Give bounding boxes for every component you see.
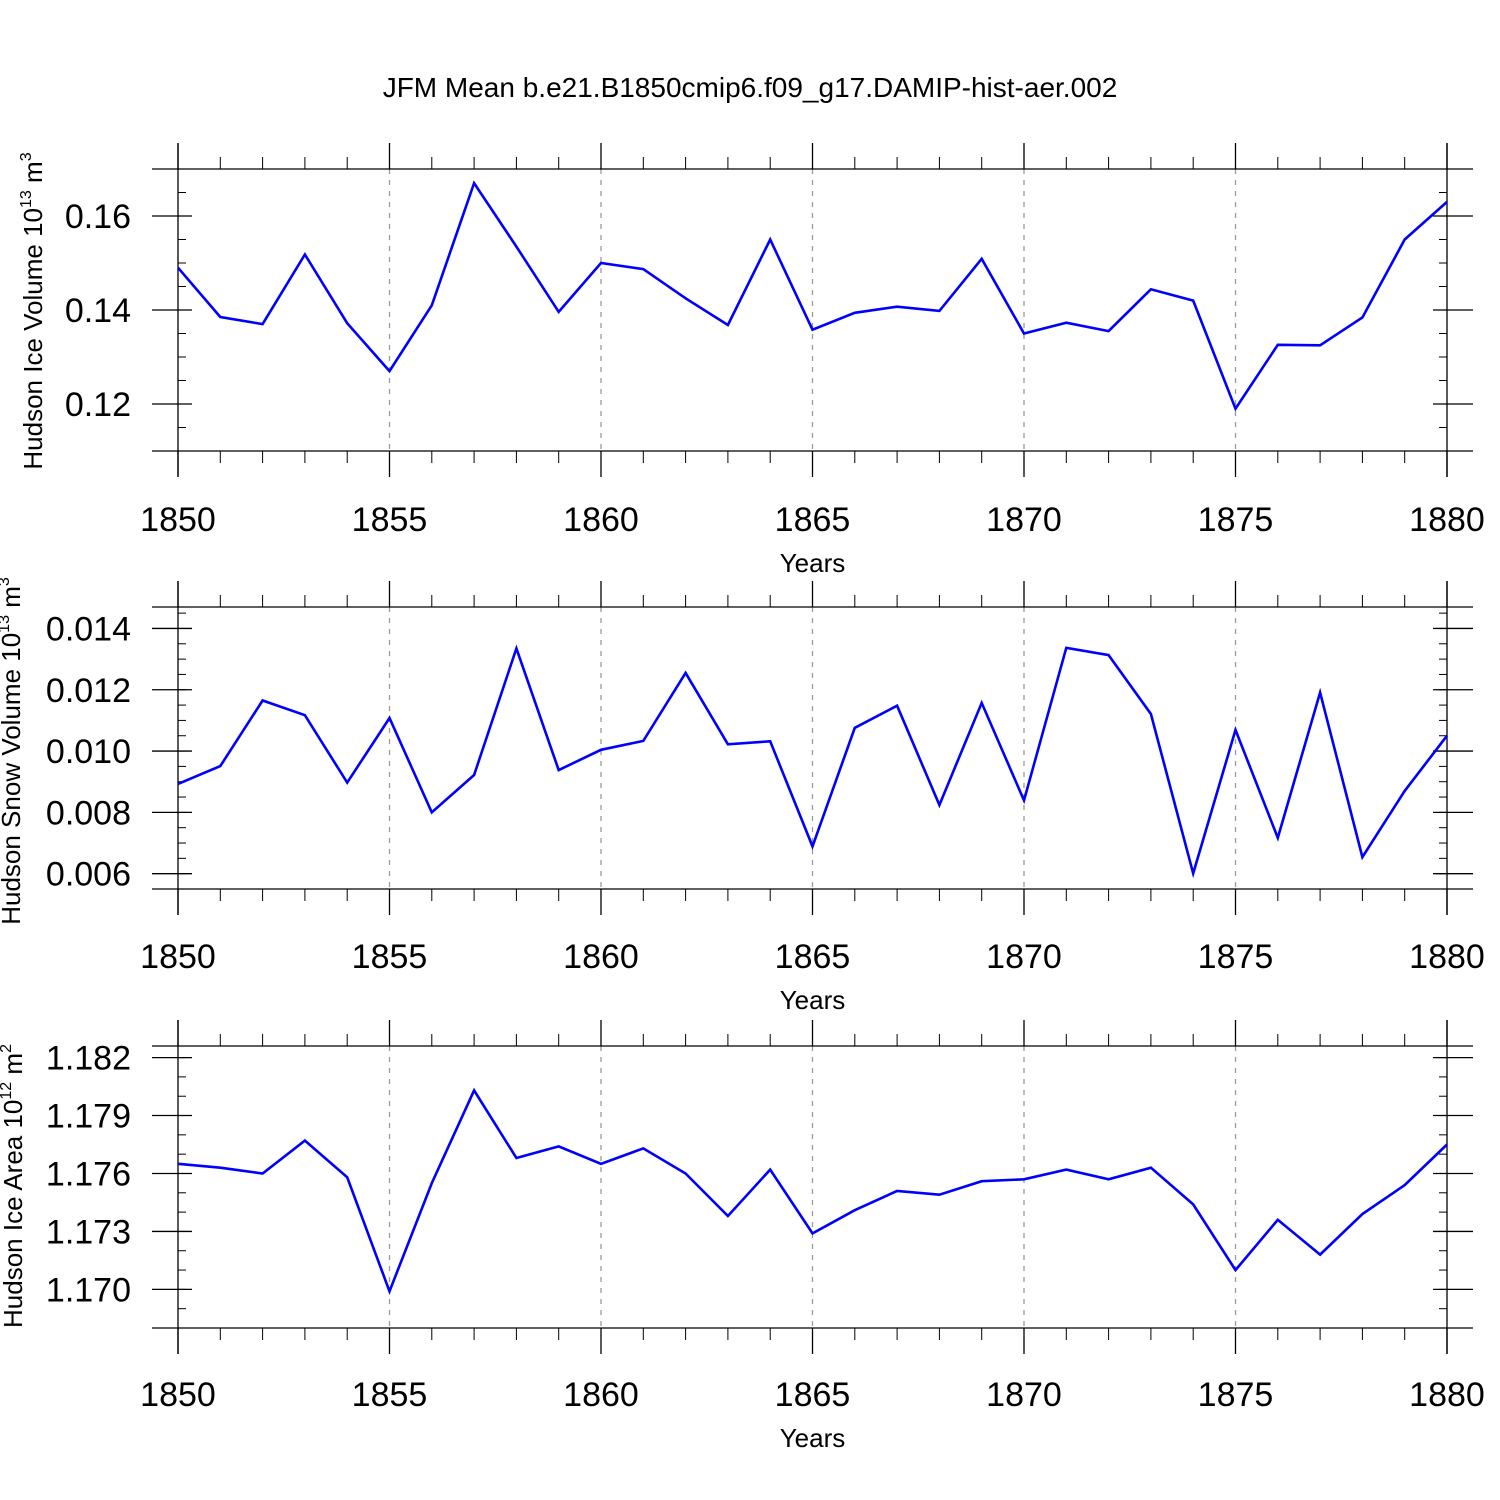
x-tick-label: 1865 xyxy=(775,938,851,976)
y-tick-label: 0.12 xyxy=(65,386,131,424)
y-axis-title: Hudson Snow Volume 1013 m3 xyxy=(0,577,26,925)
x-tick-label: 1850 xyxy=(140,938,216,976)
y-axis-title-unit-exponent: 3 xyxy=(18,152,35,161)
x-tick-label: 1855 xyxy=(352,501,428,539)
y-axis-title: Hudson Ice Area 1012 m2 xyxy=(0,1044,28,1328)
x-tick-label: 1850 xyxy=(140,1376,216,1414)
y-axis-title-main: Hudson Snow Volume 10 xyxy=(0,633,26,925)
x-tick-label: 1855 xyxy=(352,938,428,976)
x-tick-label: 1870 xyxy=(986,501,1062,539)
y-tick-label: 0.14 xyxy=(65,292,131,330)
y-tick-label: 0.16 xyxy=(65,198,131,236)
y-axis-title-main: Hudson Ice Area 10 xyxy=(0,1100,28,1328)
panel-2: 0.006 0.008 0.010 0.012 0.014 1850 1855 1860 186… xyxy=(0,577,1485,1015)
y-tick-label: 1.170 xyxy=(46,1271,131,1309)
x-tick-label: 1875 xyxy=(1198,1376,1274,1414)
y-axis-title-exponent: 13 xyxy=(0,615,13,633)
x-tick-label: 1875 xyxy=(1198,501,1274,539)
x-tick-label: 1870 xyxy=(986,938,1062,976)
x-tick-label: 1880 xyxy=(1409,501,1485,539)
y-tick-label: 0.008 xyxy=(46,794,131,832)
y-axis-title-exponent: 13 xyxy=(18,190,35,208)
y-axis-title-unit-exponent: 3 xyxy=(0,577,13,586)
figure-title: JFM Mean b.e21.B1850cmip6.f09_g17.DAMIP-… xyxy=(383,72,1118,103)
x-axis-title: Years xyxy=(780,548,846,578)
y-tick-label: 1.182 xyxy=(46,1040,131,1078)
y-tick-label: 1.179 xyxy=(46,1098,131,1136)
series-line xyxy=(177,1087,1448,1295)
y-axis-title: Hudson Ice Volume 1013 m3 xyxy=(18,152,48,469)
y-axis-title-exponent: 12 xyxy=(0,1082,15,1100)
series-line xyxy=(177,180,1448,412)
y-tick-label: 0.012 xyxy=(46,672,131,710)
x-tick-label: 1860 xyxy=(563,938,639,976)
x-tick-label: 1860 xyxy=(563,501,639,539)
x-axis-title: Years xyxy=(780,1423,846,1453)
x-tick-label: 1875 xyxy=(1198,938,1274,976)
series-line xyxy=(177,644,1449,879)
y-axis-title-unit: m xyxy=(0,586,26,615)
panel-1: 0.12 0.14 0.16 1850 1855 1860 1865 1870 1875 1880… xyxy=(18,143,1485,578)
x-tick-label: 1880 xyxy=(1409,1376,1485,1414)
y-axis-title-unit: m xyxy=(0,1053,28,1082)
x-tick-label: 1865 xyxy=(775,1376,851,1414)
x-tick-label: 1870 xyxy=(986,1376,1062,1414)
x-tick-label: 1850 xyxy=(140,501,216,539)
x-tick-label: 1865 xyxy=(775,501,851,539)
y-tick-label: 1.176 xyxy=(46,1155,131,1193)
panel-3: 1.170 1.173 1.176 1.179 1.182 1850 1855 1860 186… xyxy=(0,1020,1485,1453)
y-axis-title-unit: m xyxy=(18,161,48,190)
x-tick-label: 1880 xyxy=(1409,938,1485,976)
x-axis-title: Years xyxy=(780,985,846,1015)
y-axis-title-unit-exponent: 2 xyxy=(0,1044,15,1053)
x-tick-label: 1860 xyxy=(563,1376,639,1414)
y-tick-label: 0.006 xyxy=(46,856,131,894)
y-tick-label: 0.014 xyxy=(46,610,131,648)
y-tick-label: 0.010 xyxy=(46,733,131,771)
y-axis-title-main: Hudson Ice Volume 10 xyxy=(18,208,48,470)
y-tick-label: 1.173 xyxy=(46,1213,131,1251)
x-tick-label: 1855 xyxy=(352,1376,428,1414)
